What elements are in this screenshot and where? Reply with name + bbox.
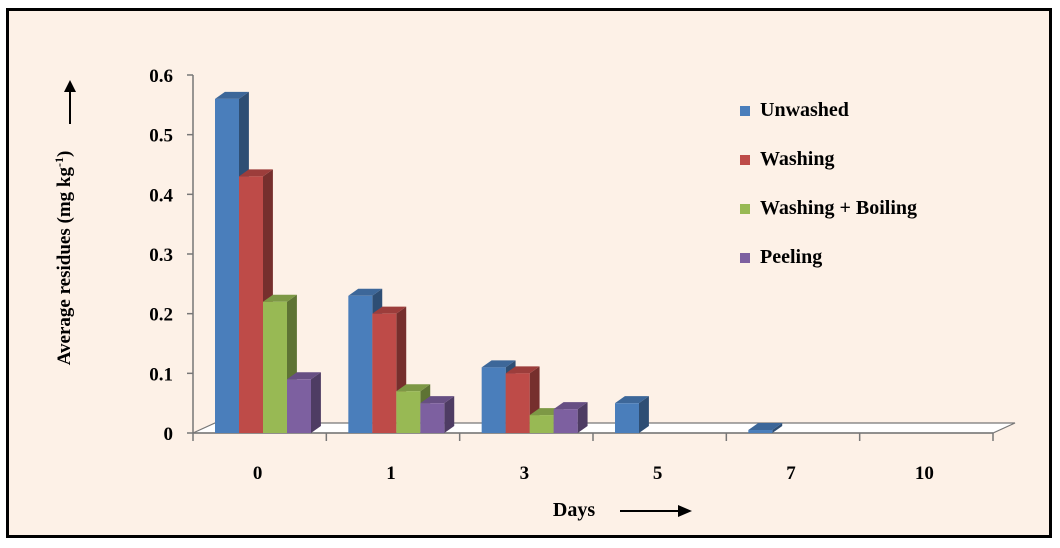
y-axis-label: Average residues (mg kg-1) (52, 151, 75, 366)
x-tick-label: 0 (253, 463, 263, 484)
legend-label: Peeling (760, 246, 822, 268)
legend-label: Unwashed (760, 99, 849, 121)
bar-peeling-day-0 (287, 372, 321, 433)
x-tick-label: 1 (386, 463, 396, 484)
bar-peeling-day-1 (420, 396, 454, 433)
legend-swatch (740, 253, 750, 263)
x-tick-label: 7 (786, 463, 796, 484)
x-tick-label: 5 (653, 463, 663, 484)
y-tick-label: 0.2 (149, 305, 173, 326)
bar-unwashed-day-5 (615, 396, 649, 433)
y-tick-label: 0.5 (149, 126, 173, 147)
x-tick-label: 10 (915, 463, 934, 484)
x-axis-arrow (620, 505, 692, 517)
y-tick-labels: 0 0.1 0.2 0.3 0.4 0.5 0.6 (149, 66, 173, 445)
x-axis-label: Days (553, 499, 595, 521)
legend-label: Washing (760, 148, 834, 170)
y-tick-label: 0.4 (149, 185, 173, 206)
y-axis-arrow (64, 80, 76, 124)
x-tick-labels: 0 1 3 5 7 10 (253, 463, 934, 484)
bar-peeling-day-3 (554, 402, 588, 433)
legend-swatch (740, 155, 750, 165)
chart-bars (215, 92, 782, 433)
legend-swatch (740, 106, 750, 116)
y-tick-label: 0.3 (149, 245, 173, 266)
legend: Unwashed Washing Washing + Boiling Peeling (740, 99, 917, 268)
x-tick-label: 3 (520, 463, 530, 484)
y-tick-label: 0.6 (149, 66, 173, 87)
legend-swatch (740, 204, 750, 214)
y-tick-label: 0.1 (149, 364, 173, 385)
legend-label: Washing + Boiling (760, 197, 917, 219)
y-tick-label: 0 (164, 424, 174, 445)
